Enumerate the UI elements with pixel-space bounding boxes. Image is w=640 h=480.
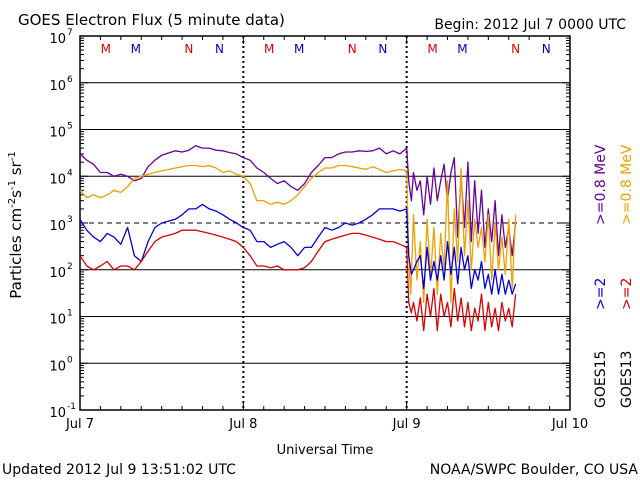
series-lines [79, 145, 517, 332]
legend-entry: >=2 [619, 278, 635, 310]
legend-text: GOES13 [619, 351, 635, 408]
legend-entry: >=0.8 MeV [593, 144, 609, 225]
series-line-2 [79, 164, 517, 304]
y-tick-exponent: -1 [67, 402, 76, 412]
y-tick-label: 10 [49, 79, 66, 94]
ylabel-sup3: -1 [7, 151, 18, 161]
legend-entry: GOES15 [593, 351, 609, 408]
y-tick-exponent: 6 [67, 75, 73, 85]
y-tick-exponent: 3 [67, 215, 73, 225]
y-tick-exponent: 4 [67, 168, 73, 178]
y-tick-label: 10 [49, 266, 66, 281]
x-tick-label: Jul 10 [551, 417, 588, 432]
y-tick-exponent: 0 [67, 355, 73, 365]
chart-title: GOES Electron Flux (5 minute data) [18, 11, 285, 29]
legend-text: >=0.8 MeV [593, 144, 609, 225]
legend-entry: GOES13 [619, 351, 635, 408]
legend: >=0.8 MeV >=2 GOES15 >=0.8 MeV >=2 GOES13 [593, 144, 635, 408]
series-line-4 [79, 229, 517, 332]
x-tick-label: Jul 8 [228, 417, 257, 432]
y-tick-label: 10 [49, 219, 66, 234]
svg-text:Particles cm-2s-1 sr-1: Particles cm-2s-1 sr-1 [7, 151, 25, 298]
mn-marker: M [264, 42, 274, 56]
y-tick-label: 10 [49, 313, 66, 328]
x-tick-label: Jul 7 [65, 417, 94, 432]
legend-text: GOES15 [593, 351, 609, 408]
mn-marker: M [294, 42, 304, 56]
mn-marker: N [184, 42, 193, 56]
y-tick-exponent: 7 [67, 28, 73, 38]
ylabel-sup1: -2 [7, 198, 18, 208]
credit-label: NOAA/SWPC Boulder, CO USA [430, 462, 639, 478]
legend-entry: >=0.8 MeV [619, 144, 635, 225]
ylabel-mid2: sr [7, 160, 25, 180]
y-axis-label: Particles cm-2s-1 sr-1 [7, 151, 25, 298]
series-line-3 [79, 203, 517, 295]
updated-label: Updated 2012 Jul 9 13:51:02 UTC [2, 462, 236, 478]
legend-text: >=2 [619, 278, 635, 310]
y-tick-exponent: 1 [67, 309, 73, 319]
legend-text: >=0.8 MeV [619, 144, 635, 225]
mn-marker: N [378, 42, 387, 56]
x-axis-ticks: Jul 7 Jul 8 Jul 9 Jul 10 [65, 36, 588, 432]
y-tick-exponent: 2 [67, 262, 73, 272]
mn-marker: M [427, 42, 437, 56]
mn-marker: M [101, 42, 111, 56]
series-line-1 [79, 145, 517, 257]
y-tick-label: 10 [49, 172, 66, 187]
legend-entry: >=2 [593, 278, 609, 310]
mn-marker: N [215, 42, 224, 56]
mn-marker: N [511, 42, 520, 56]
mn-marker: N [542, 42, 551, 56]
mn-marker: N [348, 42, 357, 56]
legend-text: >=2 [593, 278, 609, 310]
begin-label: Begin: 2012 Jul 7 0000 UTC [434, 17, 626, 33]
y-tick-label: 10 [49, 359, 66, 374]
y-tick-label: 10 [49, 406, 66, 421]
mn-marker: M [131, 42, 141, 56]
ylabel-sup2: -1 [7, 180, 18, 190]
ylabel-base: Particles cm [7, 208, 25, 299]
y-tick-exponent: 5 [67, 122, 73, 132]
x-tick-label: Jul 9 [392, 417, 421, 432]
y-tick-label: 10 [49, 126, 66, 141]
y-tick-label: 10 [49, 32, 66, 47]
mn-marker: M [457, 42, 467, 56]
ylabel-mid1: s [7, 190, 25, 198]
x-axis-label: Universal Time [277, 443, 374, 458]
